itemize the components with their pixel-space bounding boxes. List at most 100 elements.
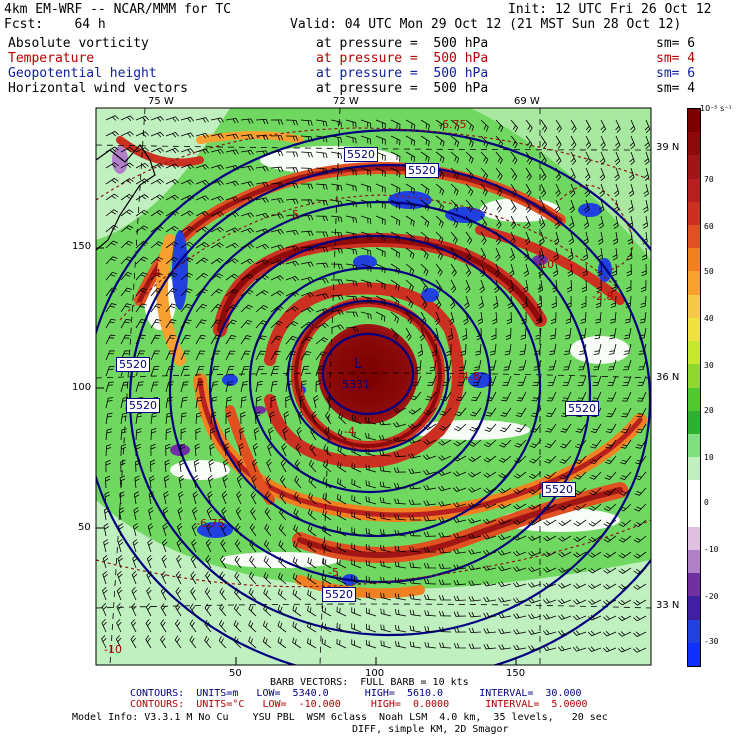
- colorbar-label: 0: [704, 498, 709, 507]
- wind-barb: [409, 641, 422, 649]
- wind-barb: [634, 487, 647, 496]
- wind-barb: [588, 567, 602, 574]
- wind-barb: [315, 119, 328, 127]
- wind-barb: [390, 263, 400, 275]
- wind-barb: [135, 162, 149, 169]
- wind-barb: [495, 151, 503, 165]
- wind-barb: [453, 627, 467, 633]
- wind-barb: [222, 474, 228, 489]
- wind-barb: [102, 587, 108, 601]
- wind-barb: [530, 407, 542, 418]
- wind-barb: [633, 647, 647, 653]
- wind-barb: [598, 199, 605, 213]
- wind-barb: [468, 627, 482, 634]
- wind-barb: [528, 503, 542, 510]
- wind-barb: [330, 294, 344, 300]
- wind-barb: [498, 487, 512, 494]
- colorbar-swatch: [688, 178, 700, 203]
- wind-barb: [307, 621, 317, 633]
- wind-barb: [225, 258, 239, 265]
- wind-barb: [380, 560, 392, 569]
- wind-barb: [643, 167, 650, 181]
- wind-barb: [627, 247, 633, 261]
- wind-barb: [131, 571, 138, 585]
- wind-barb: [310, 427, 317, 441]
- wind-barb: [240, 118, 254, 124]
- wind-barb: [543, 551, 557, 557]
- wind-barb: [395, 640, 407, 649]
- wind-barb: [498, 565, 512, 572]
- wind-barb: [146, 555, 153, 569]
- wind-barb: [323, 444, 332, 457]
- wind-barb: [120, 412, 128, 425]
- wind-barb: [236, 475, 243, 489]
- wind-barb: [472, 375, 482, 386]
- wind-barb: [563, 343, 572, 355]
- wind-barb: [626, 263, 632, 277]
- wind-barb: [491, 328, 497, 341]
- wind-barb: [510, 135, 518, 149]
- wind-barb: [633, 535, 647, 543]
- wind-barb: [544, 455, 557, 464]
- wind-barb: [307, 589, 317, 601]
- wind-barb: [145, 635, 152, 649]
- wind-barb: [165, 147, 179, 154]
- lon-label-69w: 69 W: [514, 96, 540, 107]
- wind-barb: [190, 571, 197, 585]
- wind-barb: [204, 603, 212, 617]
- wind-barb: [528, 597, 542, 604]
- wind-barb: [365, 496, 377, 505]
- wind-barb: [530, 423, 542, 433]
- wind-barb: [105, 256, 118, 265]
- wind-barb: [628, 183, 635, 197]
- wind-barb: [634, 503, 647, 512]
- wind-barb: [195, 272, 209, 281]
- wind-barb: [191, 523, 198, 537]
- wind-barb: [150, 225, 164, 233]
- wind-barb: [105, 350, 115, 361]
- wind-barb: [465, 231, 473, 245]
- wind-barb: [281, 443, 287, 457]
- wind-barb: [543, 567, 557, 573]
- wind-barb: [150, 303, 162, 313]
- wind-barb: [644, 151, 650, 165]
- wind-barb: [336, 510, 347, 521]
- wind-barb: [270, 320, 283, 329]
- wind-barb: [177, 507, 183, 521]
- wind-barb: [513, 519, 527, 526]
- wind-barb: [543, 613, 557, 620]
- wind-barb: [224, 427, 231, 441]
- wind-barb: [380, 624, 392, 633]
- wind-barb: [573, 630, 587, 636]
- wind-barb: [619, 471, 632, 481]
- wind-barb: [300, 306, 314, 313]
- wind-barb: [420, 295, 428, 309]
- wind-barb: [210, 427, 216, 441]
- wind-barb: [345, 199, 357, 208]
- wind-barb: [405, 183, 415, 195]
- wind-barb: [163, 475, 170, 489]
- wind-barb: [603, 503, 617, 512]
- wind-barb: [641, 247, 648, 261]
- wind-barb: [116, 603, 122, 617]
- lon-label-72w: 72 W: [333, 96, 359, 107]
- wind-barb: [420, 151, 430, 163]
- wind-barb: [635, 439, 647, 449]
- wind-barb: [336, 638, 347, 649]
- wind-barb: [415, 359, 422, 372]
- wind-barb: [584, 199, 590, 213]
- wind-barb: [558, 583, 572, 589]
- wind-barb: [464, 295, 470, 309]
- wind-barb: [477, 311, 483, 325]
- wind-barb: [279, 491, 287, 505]
- wind-barb: [453, 517, 467, 523]
- wind-barb: [285, 260, 299, 267]
- wind-barb: [300, 336, 313, 345]
- wind-barb: [118, 523, 124, 537]
- wind-barb: [322, 476, 332, 489]
- wind-barb: [307, 573, 317, 585]
- wind-barb: [255, 166, 269, 172]
- colorbar-label: 60: [704, 222, 714, 231]
- wind-barb: [311, 411, 317, 425]
- wind-barb: [495, 199, 502, 213]
